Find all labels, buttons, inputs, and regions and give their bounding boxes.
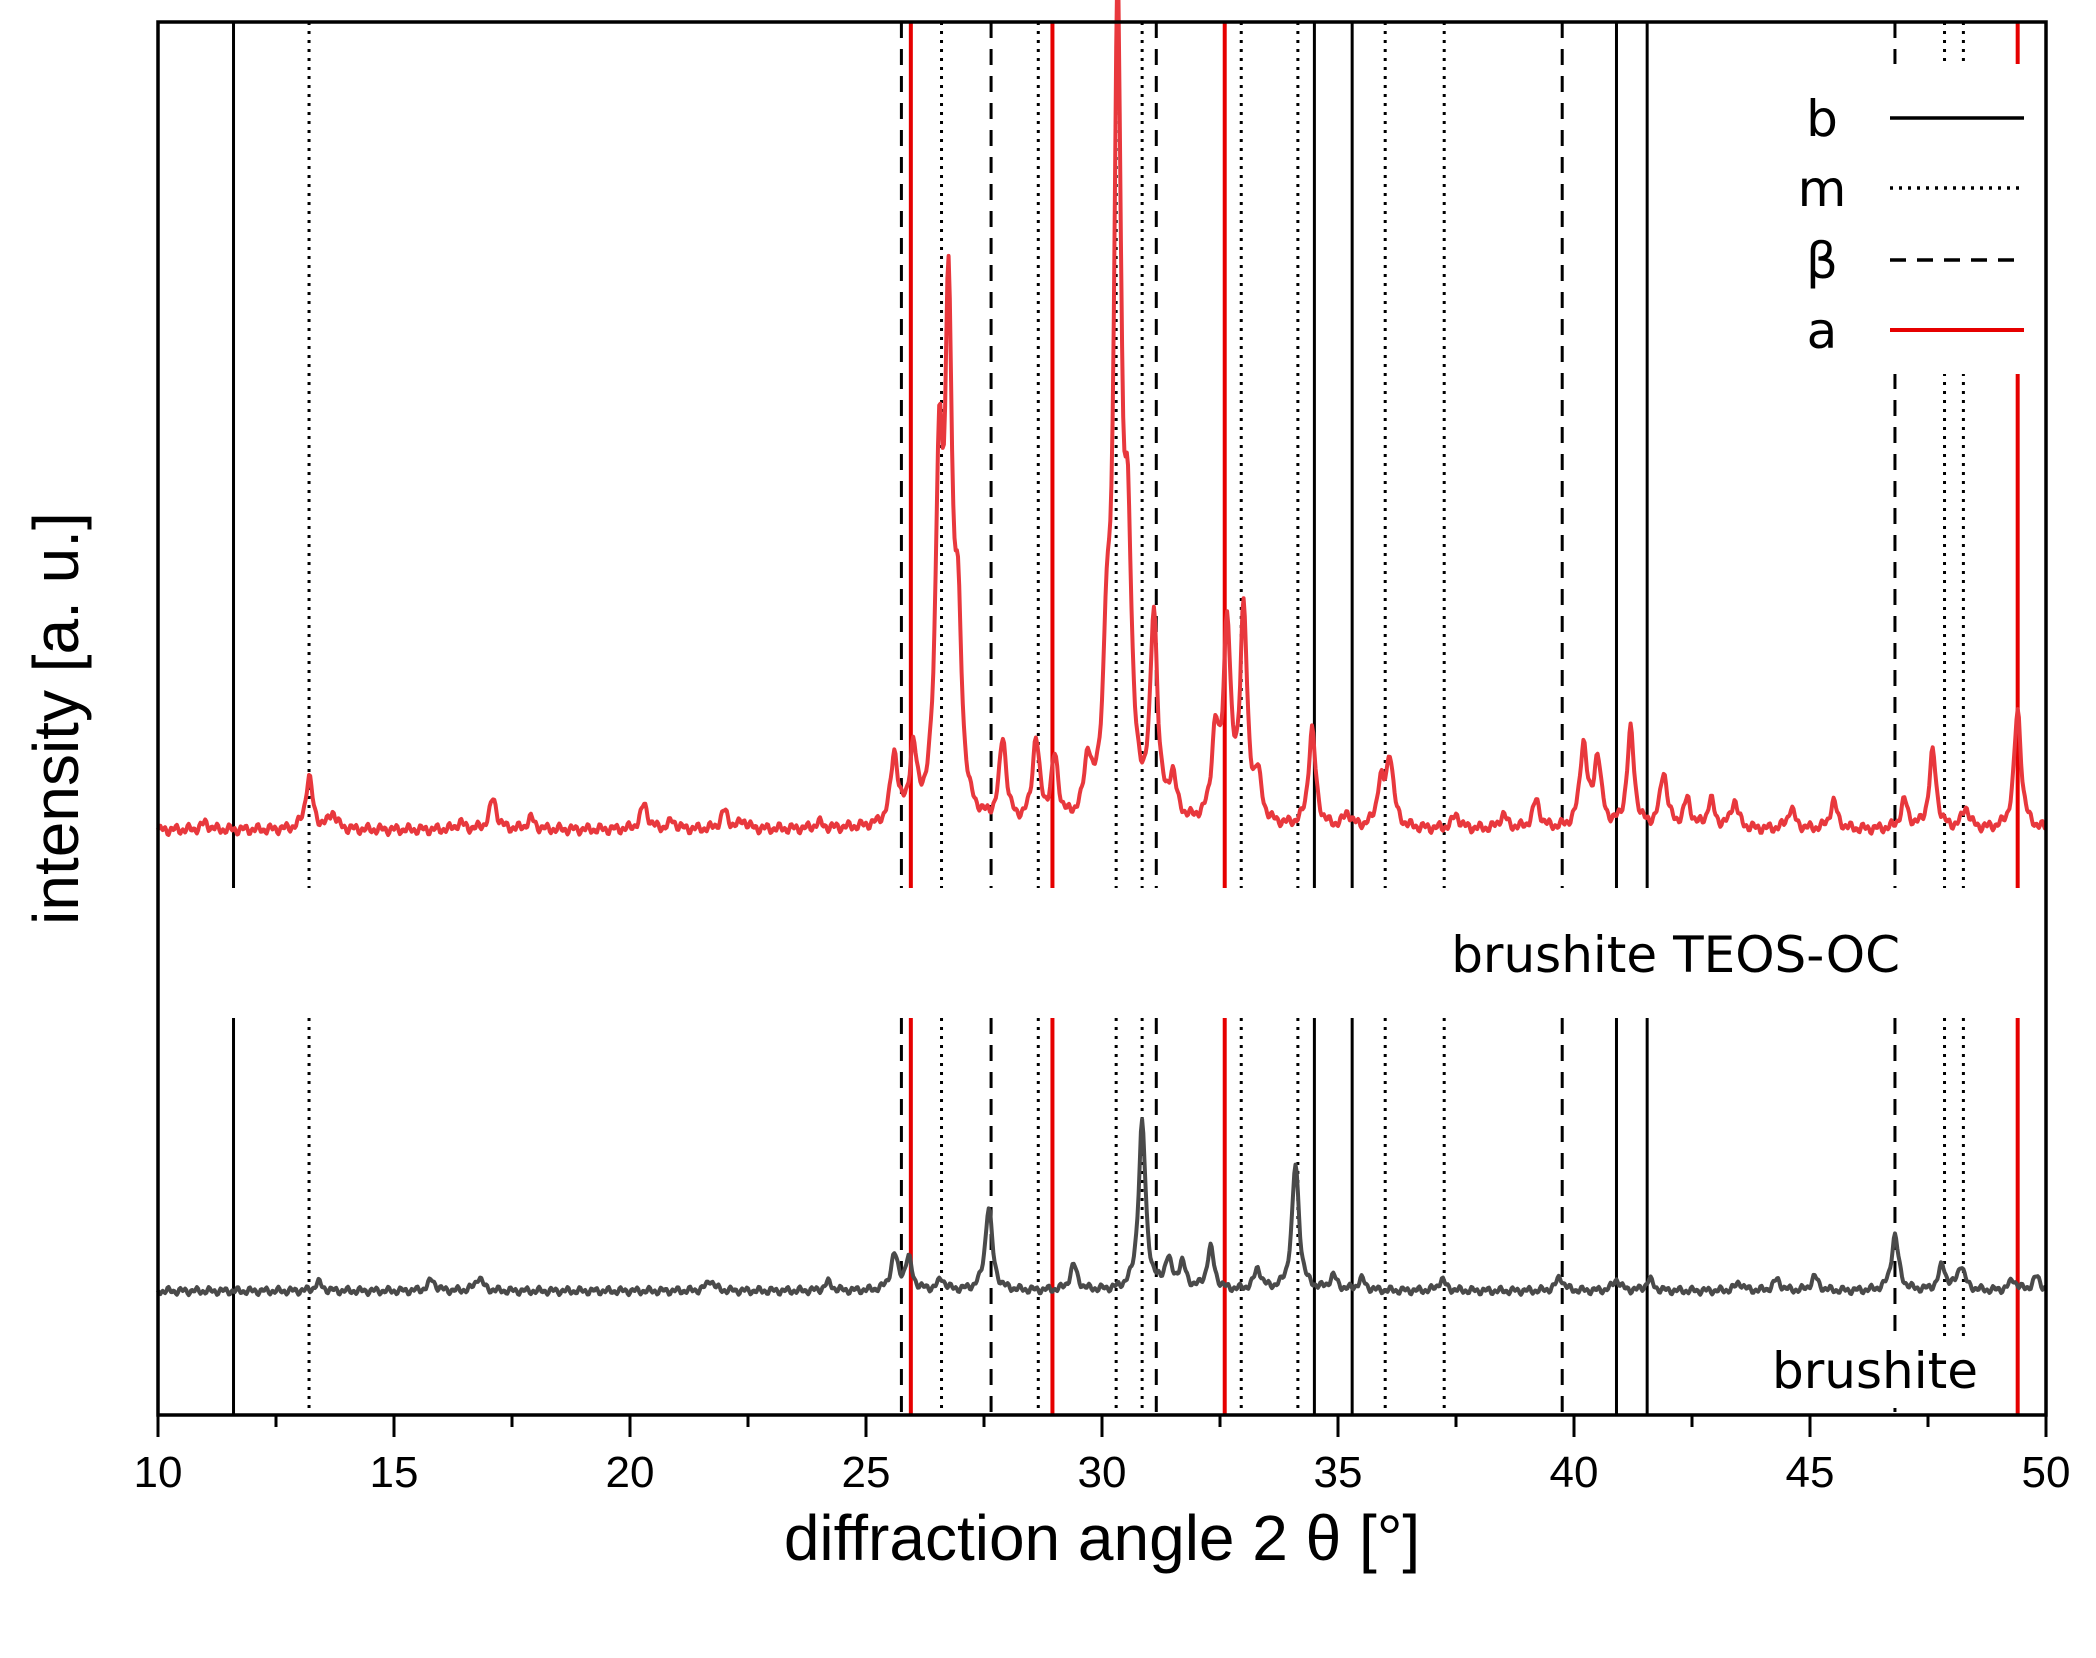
series-layer bbox=[156, 0, 2048, 1298]
reference-lines bbox=[232, 22, 2020, 1415]
x-axis-title: diffraction angle 2 θ [°] bbox=[784, 1502, 1420, 1574]
x-tick-label: 20 bbox=[606, 1448, 655, 1497]
x-tick-label: 45 bbox=[1786, 1448, 1835, 1497]
axes: 10 15 20 25 30 35 40 45 50 diffraction angle 2 θ… bbox=[20, 20, 2071, 1574]
legend-label-b: b bbox=[1806, 90, 1838, 148]
series-line-brushite bbox=[156, 1117, 2048, 1298]
legend-label-beta: β bbox=[1806, 232, 1838, 290]
x-tick-label: 30 bbox=[1078, 1448, 1127, 1497]
legend-background bbox=[1760, 64, 2040, 374]
series-label-background bbox=[1754, 1336, 1996, 1408]
x-tick-label: 25 bbox=[842, 1448, 891, 1497]
x-tick-label: 10 bbox=[134, 1448, 183, 1497]
series-label-brushite: brushite bbox=[1772, 1342, 1978, 1400]
legend-label-a: a bbox=[1807, 302, 1838, 360]
x-tick-label: 35 bbox=[1314, 1448, 1363, 1497]
series-label-background bbox=[1433, 920, 1918, 992]
series-labels: brushite TEOS-OC brushite bbox=[1433, 920, 1996, 1408]
x-tick-label: 50 bbox=[2022, 1448, 2071, 1497]
y-axis-title: intensity [a. u.] bbox=[20, 512, 92, 925]
x-axis-ticks: 10 15 20 25 30 35 40 45 50 bbox=[134, 1415, 2071, 1497]
legend: b m β a bbox=[1760, 64, 2040, 374]
x-tick-label: 40 bbox=[1550, 1448, 1599, 1497]
legend-label-m: m bbox=[1798, 160, 1847, 218]
series-line-brushite-teos-oc bbox=[156, 0, 2047, 837]
x-tick-label: 15 bbox=[370, 1448, 419, 1497]
series-label-brushite-teos-oc: brushite TEOS-OC bbox=[1451, 926, 1900, 984]
